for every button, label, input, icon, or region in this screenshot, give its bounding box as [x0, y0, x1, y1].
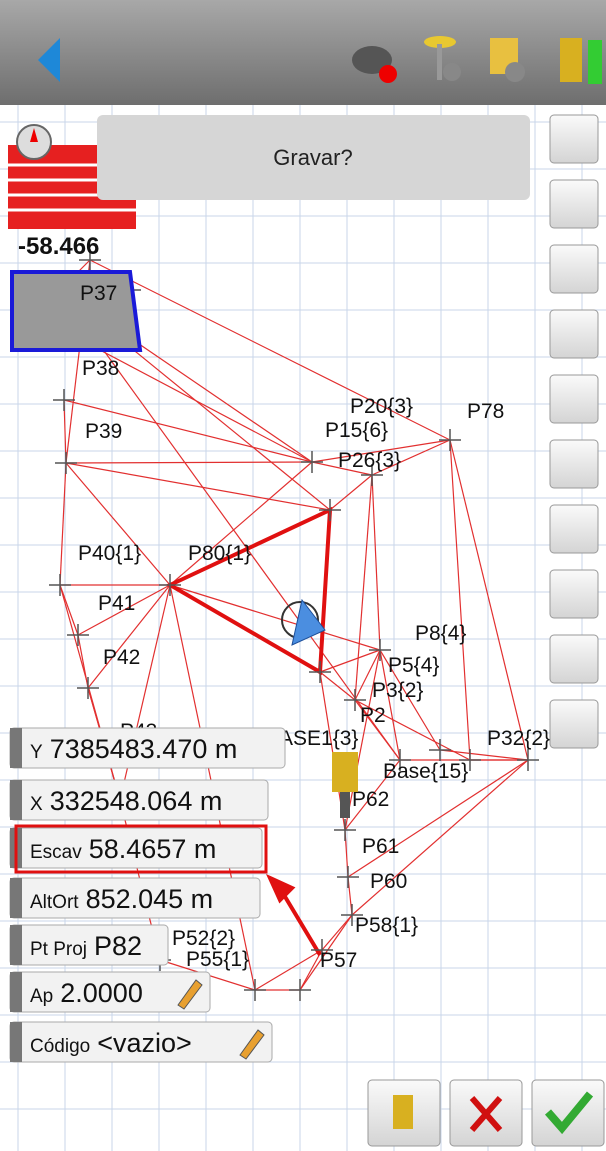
- point-marker: [334, 819, 356, 841]
- network-edge: [66, 463, 330, 510]
- cancel-button[interactable]: [450, 1080, 522, 1146]
- point-marker: [439, 429, 461, 451]
- field-value: <vazio>: [97, 1028, 192, 1058]
- target-button[interactable]: [550, 570, 598, 618]
- point-marker: [55, 452, 77, 474]
- point-marker: [159, 574, 181, 596]
- point-label: P55{1}: [186, 948, 249, 971]
- field-label: Escav: [30, 842, 82, 863]
- network-edge: [170, 585, 380, 650]
- point-label: P42: [103, 646, 140, 669]
- station-button[interactable]: [368, 1080, 440, 1146]
- direction-arrow: [270, 878, 320, 955]
- level-indicator: [12, 272, 140, 350]
- point-label: P26{3}: [338, 449, 401, 472]
- point-marker: [49, 574, 71, 596]
- point-label: P37: [80, 282, 117, 305]
- network-edge: [450, 440, 528, 760]
- field-label: Y: [30, 742, 43, 763]
- point-label: P61: [362, 835, 399, 858]
- field-value: 58.4657 m: [89, 834, 217, 864]
- point-marker: [319, 499, 341, 521]
- field-label: Pt Proj: [30, 939, 87, 960]
- network-edge: [450, 440, 470, 760]
- point-marker: [429, 739, 451, 761]
- point-label: P57: [320, 949, 357, 972]
- map-settings-button[interactable]: [550, 115, 598, 163]
- point-label: P20{3}: [350, 395, 413, 418]
- info-fields: Y 7385483.470 m X 332548.064 m Escav 58.4657 …: [10, 728, 285, 1062]
- instrument-icon[interactable]: [560, 38, 602, 84]
- point-label: P80{1}: [188, 542, 251, 565]
- elevation-label: -58.466: [18, 233, 99, 260]
- point-marker: [244, 979, 266, 1001]
- zoom-out-button[interactable]: [550, 375, 598, 423]
- pan-button[interactable]: [550, 180, 598, 228]
- field-tab[interactable]: [10, 878, 22, 918]
- point-marker: [53, 389, 75, 411]
- point-label: P52{2}: [172, 927, 235, 950]
- layers-button[interactable]: [550, 505, 598, 553]
- point-label: P58{1}: [355, 914, 418, 937]
- point-marker: [67, 624, 89, 646]
- network-edge: [66, 463, 170, 585]
- zoom-in-button[interactable]: [550, 310, 598, 358]
- field-value: 7385483.470 m: [50, 734, 238, 764]
- point-marker: [517, 749, 539, 771]
- network-edge: [255, 950, 322, 990]
- confirm-button[interactable]: [532, 1080, 604, 1146]
- field-tab[interactable]: [10, 1022, 22, 1062]
- point-label: P8{4}: [415, 622, 466, 645]
- network-edge: [440, 750, 528, 760]
- field-label: Ap: [30, 986, 53, 1007]
- network-edge: [355, 475, 372, 700]
- point-label: P2: [360, 704, 386, 727]
- field-value: 852.045 m: [86, 884, 214, 914]
- network-edge: [170, 462, 312, 585]
- app-screen: -58.466 P37 P38 P39 P20{3} P78 P15{6} P26{3} P4…: [0, 0, 606, 1151]
- point-label: P38: [82, 357, 119, 380]
- selected-triangle: [170, 510, 330, 672]
- field-tab[interactable]: [10, 728, 22, 768]
- point-label: P39: [85, 420, 122, 443]
- field-label: X: [30, 794, 43, 815]
- network-edge: [330, 475, 372, 510]
- field-label: AltOrt: [30, 892, 79, 913]
- point-label: P78: [467, 400, 504, 423]
- point-label: P60: [370, 870, 407, 893]
- point-marker: [301, 451, 323, 473]
- popup-title: Gravar?: [273, 145, 352, 170]
- point-marker: [77, 677, 99, 699]
- field-tab[interactable]: [10, 972, 22, 1012]
- point-marker: [289, 979, 311, 1001]
- point-label: P5{4}: [388, 654, 439, 677]
- field-value: 332548.064 m: [50, 786, 223, 816]
- measure-button[interactable]: [550, 700, 598, 748]
- point-marker: [309, 661, 331, 683]
- zoom-extents-button[interactable]: [550, 440, 598, 488]
- field-text: X 332548.064 m: [30, 786, 222, 816]
- field-tab[interactable]: [10, 925, 22, 965]
- field-value: 2.0000: [60, 978, 143, 1008]
- points-button[interactable]: [550, 635, 598, 683]
- point-label: P32{2}: [487, 727, 550, 750]
- side-toolbar: [550, 115, 598, 748]
- point-marker: [337, 866, 359, 888]
- position-cursor: [282, 600, 325, 645]
- field-tab[interactable]: [10, 780, 22, 820]
- field-text: Y 7385483.470 m: [30, 734, 237, 764]
- field-label: Código: [30, 1036, 90, 1057]
- network-edge: [66, 462, 312, 463]
- network-edge: [372, 475, 380, 650]
- point-label: Base{15}: [383, 760, 468, 783]
- view-2d-button[interactable]: [550, 245, 598, 293]
- field-value: P82: [94, 931, 142, 961]
- point-label: P40{1}: [78, 542, 141, 565]
- point-label: P41: [98, 592, 135, 615]
- point-label: P15{6}: [325, 419, 388, 442]
- point-label: P3{2}: [372, 679, 423, 702]
